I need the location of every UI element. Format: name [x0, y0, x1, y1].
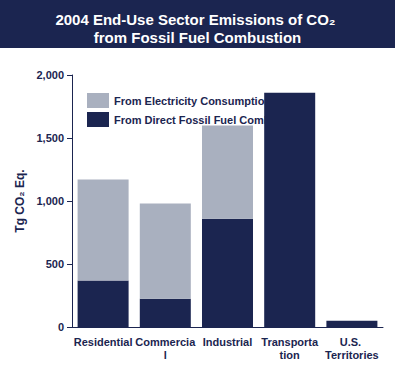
svg-text:Territories: Territories	[325, 349, 379, 361]
svg-text:U.S.: U.S.	[340, 336, 364, 348]
svg-text:500: 500	[46, 258, 64, 270]
svg-text:1,500: 1,500	[36, 132, 64, 144]
svg-text:0: 0	[58, 321, 64, 333]
svg-text:tion: tion	[280, 349, 300, 361]
svg-text:Industrial: Industrial	[203, 336, 253, 348]
svg-text:From Electricity Consumption: From Electricity Consumption	[114, 95, 271, 107]
svg-text:Transporta: Transporta	[261, 336, 319, 348]
svg-text:Residential: Residential	[74, 336, 133, 348]
svg-text:From Direct Fossil Fuel Combus: From Direct Fossil Fuel Combustion	[114, 114, 304, 126]
svg-text:Tg CO₂ Eq.: Tg CO₂ Eq.	[13, 169, 27, 232]
svg-text:1,000: 1,000	[36, 195, 64, 207]
svg-text:2,000: 2,000	[36, 69, 64, 81]
svg-text:Commercia: Commercia	[135, 336, 196, 348]
svg-text:from Fossil Fuel Combustion: from Fossil Fuel Combustion	[94, 29, 302, 46]
svg-text:2004 End-Use Sector Emissions: 2004 End-Use Sector Emissions of CO₂	[55, 11, 339, 28]
svg-text:l: l	[164, 349, 167, 361]
